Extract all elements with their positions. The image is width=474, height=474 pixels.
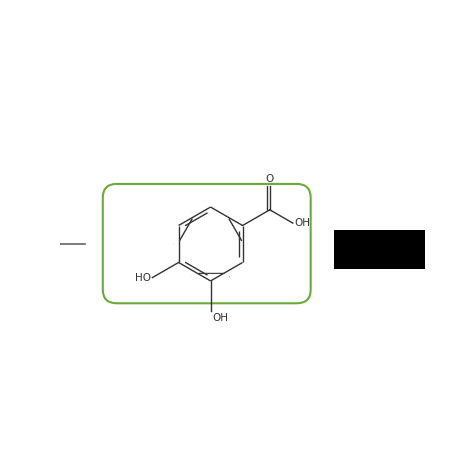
Text: OH: OH: [212, 313, 228, 323]
Text: HO: HO: [135, 273, 151, 283]
FancyBboxPatch shape: [103, 184, 310, 303]
Text: OH: OH: [294, 218, 310, 228]
Bar: [334, 230, 426, 269]
Text: O: O: [265, 174, 274, 184]
